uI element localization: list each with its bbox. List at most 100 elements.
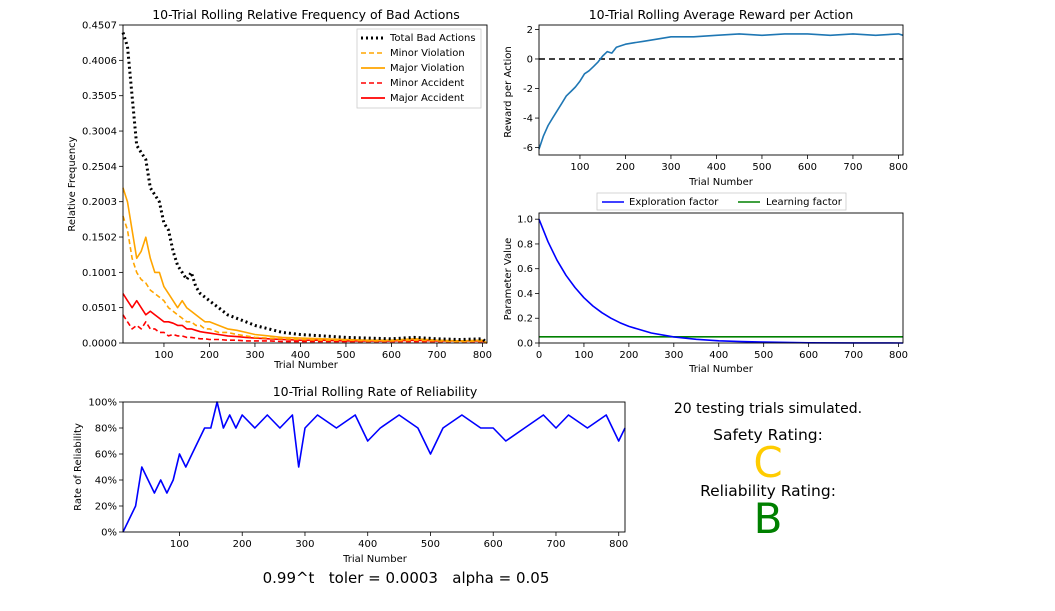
reward-xtick-label: 600	[798, 162, 817, 173]
params-xtick-label: 500	[754, 350, 773, 361]
reward-chart: 10-Trial Rolling Average Reward per Acti…	[503, 7, 908, 188]
parameters-ylabel: Parameter Value	[503, 238, 514, 321]
parameters-xlabel: Trial Number	[688, 364, 754, 375]
reward-xtick-label: 100	[570, 162, 589, 173]
reward-xtick-label: 500	[752, 162, 771, 173]
bad-actions-legend: Total Bad Actions Minor Violation Major …	[356, 28, 482, 109]
reliability-ylabel: Rate of Reliability	[73, 423, 84, 511]
bad-xtick-label: 300	[245, 350, 264, 361]
bad-xtick-label: 700	[427, 350, 446, 361]
reward-xlabel: Trial Number	[688, 177, 754, 188]
params-xtick-label: 100	[574, 350, 593, 361]
params-xtick-label: 400	[709, 350, 728, 361]
reliability-xtick-label: 500	[421, 539, 440, 550]
bad-actions-xlabel: Trial Number	[273, 360, 339, 371]
reliability-ytick-label: 0%	[101, 528, 117, 539]
params-xtick-label: 800	[889, 350, 908, 361]
legend-label-learning-factor: Learning factor	[766, 197, 843, 208]
safety-rating-label: Safety Rating:	[713, 426, 823, 444]
params-xtick-label: 0	[536, 350, 542, 361]
reliability-xtick-label: 800	[609, 539, 628, 550]
bad-ytick-label: 0.0501	[82, 303, 117, 314]
reward-ytick-label: 0	[527, 54, 533, 65]
reward-ytick-label: -2	[523, 84, 533, 95]
decay-formula: 0.99^t	[262, 569, 315, 587]
bad-ytick-label: 0.4006	[82, 56, 117, 67]
bad-ytick-label: 0.2504	[82, 162, 117, 173]
parameters-legend-box	[596, 192, 847, 211]
params-xtick-label: 700	[844, 350, 863, 361]
bad-xtick-label: 800	[473, 350, 492, 361]
bad-ytick-label: 0.1502	[82, 233, 117, 244]
bad-ytick-label: 0.4507	[82, 21, 117, 32]
legend-label-total-bad-actions: Total Bad Actions	[389, 33, 476, 44]
safety-rating-grade: C	[753, 438, 783, 487]
reliability-rating-grade: B	[753, 494, 783, 543]
reward-xtick-label: 800	[889, 162, 908, 173]
reliability-xtick-label: 300	[295, 539, 314, 550]
bad-ytick-label: 0.3004	[82, 127, 117, 138]
reward-xtick-label: 200	[616, 162, 635, 173]
reward-ytick-label: 2	[527, 25, 533, 36]
bad-actions-title: 10-Trial Rolling Relative Frequency of B…	[152, 7, 460, 22]
reliability-title: 10-Trial Rolling Rate of Reliability	[273, 384, 478, 399]
parameters-legend: Exploration factor Learning factor	[596, 192, 847, 211]
reliability-chart: 10-Trial Rolling Rate of Reliability Rat…	[73, 384, 628, 565]
reward-frame	[538, 24, 904, 156]
parameters-chart: Parameter Value Trial Number 0 100 200 300 4…	[503, 192, 908, 375]
reward-title: 10-Trial Rolling Average Reward per Acti…	[589, 7, 854, 22]
params-xtick-label: 200	[619, 350, 638, 361]
trials-simulated-text: 20 testing trials simulated.	[673, 401, 863, 417]
reliability-xlabel: Trial Number	[342, 554, 408, 565]
bad-ytick-label: 0.0000	[82, 339, 117, 350]
bad-xtick-label: 200	[200, 350, 219, 361]
reliability-series-reliability	[122, 401, 626, 533]
bad-series-minor-violation	[122, 215, 488, 344]
legend-label-major-accident: Major Accident	[390, 93, 464, 104]
bad-xtick-label: 600	[382, 350, 401, 361]
reward-ylabel: Reward per Action	[503, 46, 514, 138]
reward-ytick-label: -6	[523, 143, 533, 154]
bad-actions-frame	[122, 24, 488, 344]
bad-ytick-label: 0.3505	[82, 91, 117, 102]
legend-label-exploration-factor: Exploration factor	[629, 197, 719, 208]
params-xtick-label: 600	[799, 350, 818, 361]
reliability-ytick-label: 60%	[95, 450, 117, 461]
reward-xtick-label: 700	[843, 162, 862, 173]
legend-label-minor-violation: Minor Violation	[390, 48, 465, 59]
reliability-ytick-label: 80%	[95, 424, 117, 435]
bad-series-major-violation	[122, 187, 488, 344]
reliability-xtick-label: 100	[170, 539, 189, 550]
reliability-xtick-label: 600	[484, 539, 503, 550]
bad-ytick-label: 0.1001	[82, 268, 117, 279]
alpha-value: alpha = 0.05	[452, 569, 550, 587]
reliability-xtick-label: 200	[233, 539, 252, 550]
parameters-frame	[538, 212, 904, 344]
reliability-ytick-label: 100%	[88, 398, 117, 409]
reliability-xtick-label: 400	[358, 539, 377, 550]
legend-label-major-violation: Major Violation	[390, 63, 465, 74]
reward-xtick-label: 300	[661, 162, 680, 173]
params-ytick-label: 0.0	[517, 339, 533, 350]
legend-label-minor-accident: Minor Accident	[390, 78, 464, 89]
params-series-exploration-factor	[538, 218, 904, 344]
reliability-frame	[122, 401, 626, 533]
params-ytick-label: 1.0	[517, 215, 533, 226]
bad-ytick-label: 0.2003	[82, 197, 117, 208]
params-ytick-label: 0.6	[517, 264, 533, 275]
params-ytick-label: 0.4	[517, 289, 533, 300]
bad-actions-ylabel: Relative Frequency	[67, 136, 78, 231]
bad-actions-chart: 10-Trial Rolling Relative Frequency of B…	[67, 7, 492, 371]
reliability-rating-label: Reliability Rating:	[700, 482, 836, 500]
reward-series-reward	[538, 33, 904, 150]
params-ytick-label: 0.8	[517, 239, 533, 250]
reward-ytick-label: -4	[523, 114, 533, 125]
params-xtick-label: 300	[664, 350, 683, 361]
bad-xtick-label: 400	[291, 350, 310, 361]
reliability-xtick-label: 700	[546, 539, 565, 550]
parameters-footer: 0.99^t toler = 0.0003 alpha = 0.05	[206, 569, 606, 587]
reward-xtick-label: 400	[707, 162, 726, 173]
bad-xtick-label: 500	[336, 350, 355, 361]
bad-xtick-label: 100	[154, 350, 173, 361]
